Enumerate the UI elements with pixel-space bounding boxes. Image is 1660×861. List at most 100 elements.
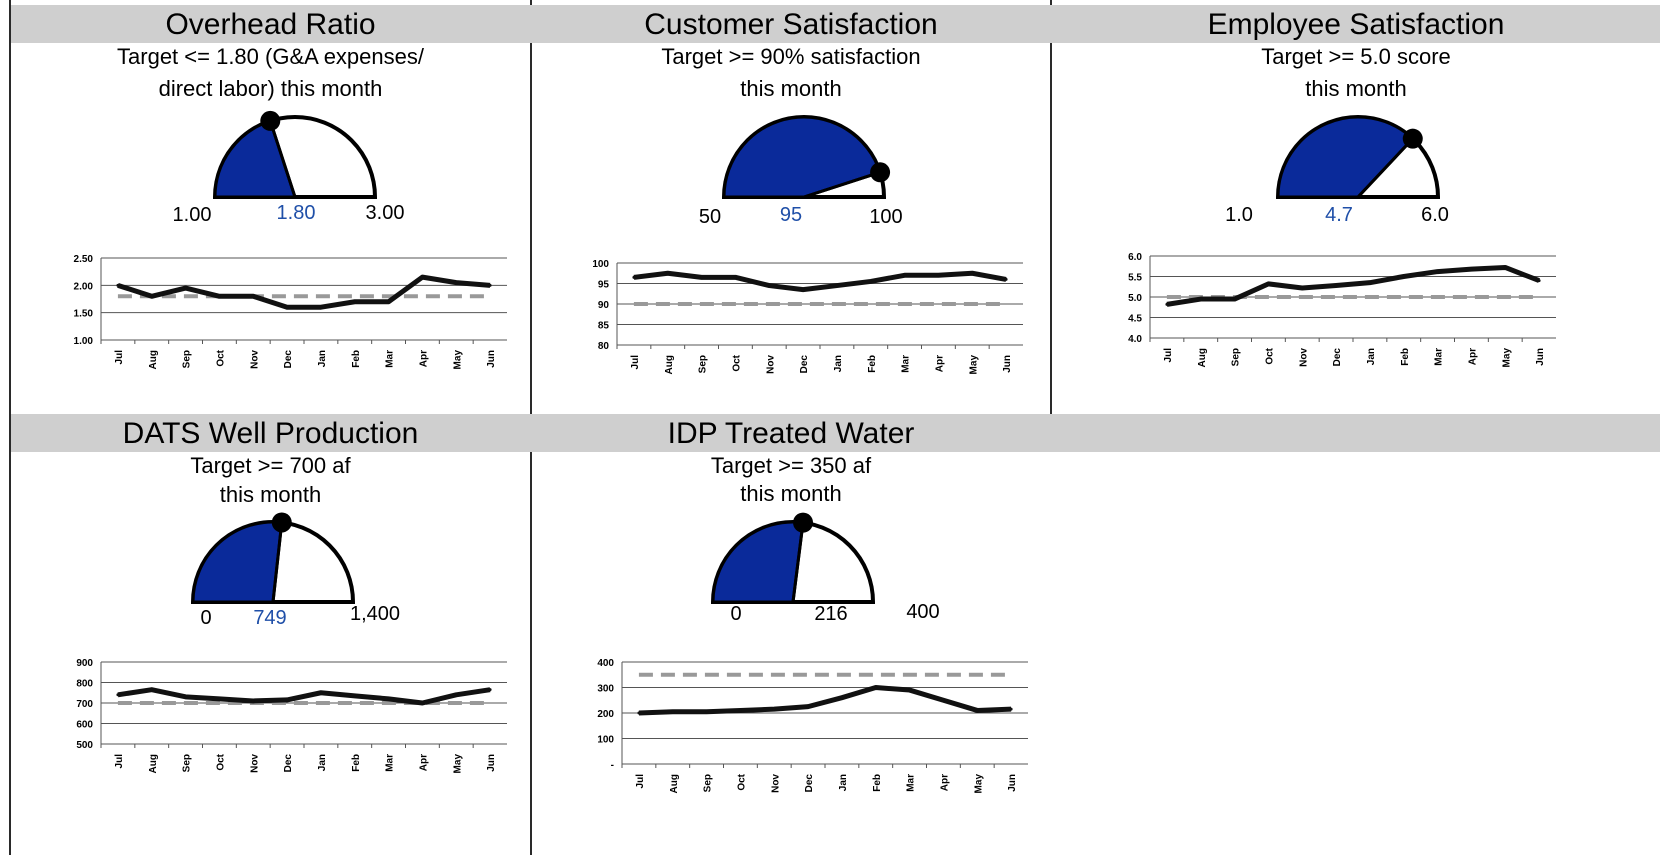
y-tick-label: 100: [592, 259, 609, 270]
data-point: [184, 695, 188, 699]
gauge-fill: [722, 115, 882, 199]
x-tick-label: Nov: [249, 754, 260, 773]
data-point: [217, 294, 221, 298]
data-point: [454, 693, 458, 697]
data-point: [869, 279, 873, 283]
data-point: [1368, 281, 1372, 285]
gauge-max-label: 100: [869, 206, 903, 228]
series-actual-line: [117, 274, 491, 310]
data-point: [319, 691, 323, 695]
y-tick-label: 100: [597, 735, 614, 746]
x-tick-label: Jun: [486, 350, 497, 368]
y-tick-label: 5.0: [1128, 293, 1142, 304]
data-point: [1009, 707, 1013, 711]
target-text-line-1: Target <= 1.80 (G&A expenses/: [117, 44, 424, 69]
data-point: [420, 275, 424, 279]
y-tick-label: 2.00: [74, 281, 94, 292]
data-point: [353, 300, 357, 304]
data-point: [637, 711, 641, 715]
x-tick-label: May: [452, 754, 463, 774]
gauge-needle: [268, 120, 297, 198]
target-text-line-2: direct labor) this month: [158, 76, 383, 101]
y-tick-label: 5.5: [1128, 273, 1142, 284]
x-tick-label: Jan: [838, 774, 849, 791]
data-point: [1300, 286, 1304, 290]
x-tick-label: May: [968, 355, 979, 375]
data-point: [387, 300, 391, 304]
data-point: [941, 698, 945, 702]
data-point: [1165, 302, 1169, 306]
x-tick-label: May: [452, 350, 463, 370]
x-tick-label: Feb: [351, 350, 362, 368]
y-tick-label: 800: [76, 679, 93, 690]
divider-left: [9, 0, 11, 855]
x-tick-label: Jan: [1366, 348, 1377, 365]
x-tick-label: Aug: [148, 350, 159, 369]
y-tick-label: 700: [76, 699, 93, 710]
data-point: [806, 705, 810, 709]
x-tick-label: Sep: [182, 350, 193, 368]
data-point: [700, 275, 704, 279]
data-point: [454, 281, 458, 285]
line-chart: 4.0 4.5 5.0 5.5 6.0 Jul Aug Sep Oct Nov Dec Jan Feb M…: [1128, 252, 1556, 367]
target-text-line-1: Target >= 90% satisfaction: [661, 44, 921, 69]
x-tick-label: Dec: [804, 774, 815, 793]
panel-title: Customer Satisfaction: [644, 8, 938, 41]
gauge-max-label: 6.0: [1421, 204, 1449, 226]
x-tick-label: Sep: [698, 355, 709, 373]
divider-middle-2: [1050, 0, 1052, 430]
y-tick-label: 80: [598, 341, 610, 352]
line-chart: - 100 200 300 400 Jul Aug Sep Oct Nov Dec Jan Feb Mar…: [597, 658, 1028, 794]
data-point: [1233, 297, 1237, 301]
x-tick-label: Sep: [1231, 348, 1242, 366]
panel-title: IDP Treated Water: [667, 417, 915, 450]
gauge-value-label: 4.7: [1325, 204, 1353, 226]
x-tick-label: May: [973, 774, 984, 794]
x-tick-label: Feb: [1400, 348, 1411, 366]
x-tick-label: Aug: [664, 355, 675, 374]
gauge: [710, 512, 876, 604]
data-point: [1436, 270, 1440, 274]
panel-employee-satisfaction: Employee Satisfaction Target >= 5.0 scor…: [1052, 5, 1660, 410]
x-tick-label: Aug: [1197, 348, 1208, 367]
y-tick-label: -: [611, 760, 614, 771]
data-point: [150, 294, 154, 298]
y-tick-label: 200: [597, 709, 614, 720]
data-point: [1503, 265, 1507, 269]
gauge-max-label: 400: [906, 601, 940, 623]
y-tick-label: 90: [598, 300, 610, 311]
x-tick-label: Jun: [1535, 348, 1546, 366]
x-tick-label: Apr: [418, 350, 429, 367]
gauge-fill: [1276, 115, 1415, 199]
data-point: [767, 284, 771, 288]
x-tick-label: Jan: [317, 754, 328, 771]
gauge-fill: [191, 520, 284, 604]
data-point: [184, 286, 188, 290]
x-tick-label: Sep: [182, 754, 193, 772]
gauge: [1275, 115, 1441, 199]
data-point: [217, 697, 221, 701]
data-point: [285, 698, 289, 702]
y-tick-label: 600: [76, 720, 93, 731]
data-point: [420, 701, 424, 705]
target-text-line-2: this month: [1305, 76, 1407, 101]
data-point: [251, 294, 255, 298]
y-tick-label: 900: [76, 658, 93, 669]
target-text-line-1: Target >= 700 af: [190, 453, 351, 478]
x-tick-label: Jun: [1007, 774, 1018, 792]
y-tick-label: 1.50: [74, 309, 94, 320]
data-point: [975, 708, 979, 712]
x-tick-label: Jun: [486, 754, 497, 772]
panel-title: Overhead Ratio: [165, 8, 376, 41]
y-tick-label: 4.0: [1128, 334, 1142, 345]
x-tick-label: Jul: [114, 754, 125, 769]
x-tick-label: Sep: [703, 774, 714, 792]
line-chart: 500 600 700 800 900 Jul Aug Sep Oct Nov Dec Jan Feb M…: [76, 658, 507, 774]
y-tick-label: 400: [597, 658, 614, 669]
data-point: [666, 271, 670, 275]
x-tick-label: Nov: [765, 355, 776, 374]
y-tick-label: 85: [598, 321, 610, 332]
data-point: [1199, 297, 1203, 301]
series-actual-line: [638, 685, 1012, 716]
gauge-value-label: 216: [814, 603, 848, 625]
